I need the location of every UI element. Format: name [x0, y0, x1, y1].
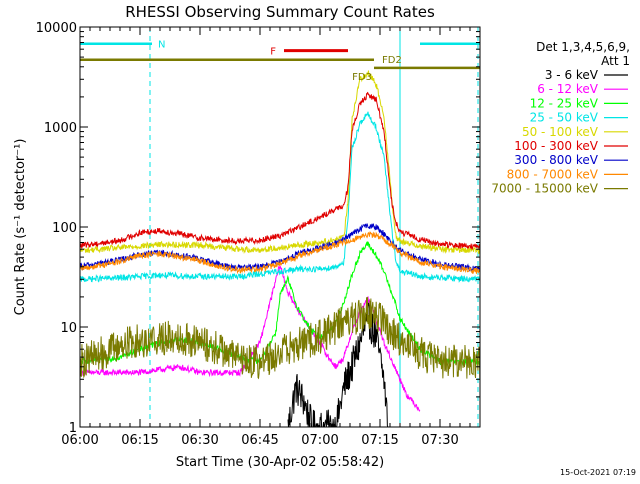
legend-entry-label: 100 - 300 keV — [514, 139, 598, 153]
flag-label-n: N — [158, 40, 165, 51]
y-tick-label: 1000 — [44, 121, 77, 136]
x-tick-label: 06:15 — [121, 433, 158, 448]
legend-entry-label: 50 - 100 keV — [522, 125, 599, 139]
flag-label-fd3: FD3 — [352, 72, 372, 83]
legend-entry-label: 25 - 50 keV — [530, 111, 599, 125]
x-tick-label: 07:00 — [301, 433, 338, 448]
series-line-7 — [80, 231, 480, 275]
x-tick-label: 06:00 — [61, 433, 98, 448]
plot-frame — [79, 26, 481, 428]
x-axis: 06:00 06:15 06:30 06:45 07:00 07:15 07:30 — [61, 27, 481, 448]
legend-entry-label: 3 - 6 keV — [545, 68, 599, 82]
y-axis-label: Count Rate (s⁻¹ detector⁻¹) — [13, 139, 28, 316]
y-tick-label: 100 — [52, 221, 77, 236]
series-line-5 — [80, 91, 480, 250]
x-tick-label: 07:15 — [361, 433, 398, 448]
legend-entry-label: 300 - 800 keV — [514, 153, 598, 167]
y-axis: 1 10 100 1000 10000 — [36, 21, 480, 436]
series-line-3 — [80, 111, 480, 283]
chart-title: RHESSI Observing Summary Count Rates — [125, 3, 435, 21]
y-tick-label: 10000 — [36, 21, 77, 36]
legend-title-line-2: Att 1 — [601, 54, 630, 68]
x-tick-label: 06:45 — [241, 433, 278, 448]
series-line-0 — [287, 301, 389, 427]
x-axis-label: Start Time (30-Apr-02 05:58:42) — [176, 455, 384, 470]
y-tick-label: 10 — [60, 321, 77, 336]
legend-title-line-1: Det 1,3,4,5,6,9, — [536, 40, 630, 54]
legend-entry-label: 6 - 12 keV — [537, 82, 599, 96]
legend-entry-label: 7000 - 15000 keV — [491, 182, 598, 196]
flag-label-f: F — [270, 47, 276, 58]
legend-entry-label: 800 - 7000 keV — [507, 167, 599, 181]
x-tick-label: 07:30 — [421, 433, 458, 448]
y-tick-label: 1 — [69, 421, 77, 436]
flag-label-fd2: FD2 — [382, 55, 402, 66]
x-tick-label: 06:30 — [181, 433, 218, 448]
date-stamp: 15-Oct-2021 07:19 — [560, 468, 636, 477]
legend-entry-label: 12 - 25 keV — [530, 96, 599, 110]
series-line-8 — [80, 297, 480, 380]
series-line-4 — [80, 70, 480, 255]
